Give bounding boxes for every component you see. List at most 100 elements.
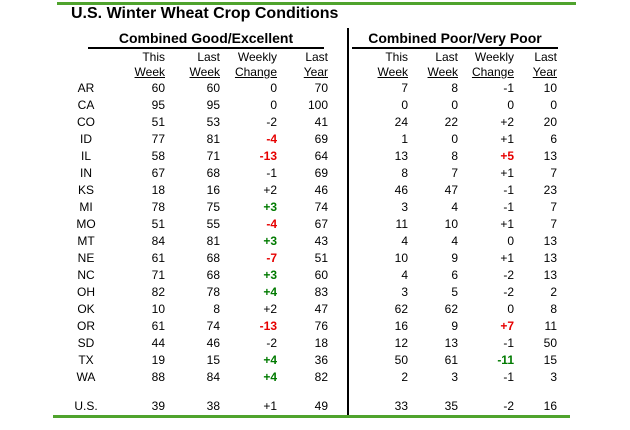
state-label: WA [76,370,96,384]
table-row: CO 51 53 -2 41 24 22 +2 20 [55,114,557,131]
poor-very-poor-last-year: 3 [550,370,557,384]
good-excellent-last-week: 53 [206,115,220,129]
good-excellent-last-week: 84 [206,370,220,384]
good-excellent-last-week: 71 [206,149,220,163]
good-excellent-weekly-change: +1 [263,399,277,413]
good-excellent-last-week: 68 [206,166,220,180]
good-excellent-this-week: 39 [151,399,165,413]
column-gap [328,97,348,114]
good-excellent-last-week: 16 [206,183,220,197]
good-excellent-last-week: 55 [206,217,220,231]
col-header-week: Week [189,65,220,79]
column-gap [328,65,348,80]
state-label: CA [77,98,95,112]
column-gap [328,301,348,318]
table-row: NE 61 68 -7 51 10 9 +1 13 [55,250,557,267]
good-excellent-this-week: 78 [151,200,165,214]
col-header-last: Last [435,50,458,64]
spacer-row [55,386,557,398]
section-header-poor-very-poor: Combined Poor/Very Poor [352,31,558,49]
poor-very-poor-this-week: 11 [395,217,408,231]
column-gap [328,131,348,148]
poor-very-poor-last-year: 23 [543,183,557,197]
spacer-cell [55,386,557,398]
column-gap [328,318,348,335]
poor-very-poor-last-year: 15 [543,353,557,367]
poor-very-poor-last-week: 8 [451,81,458,95]
table-row: MI 78 75 +3 74 3 4 -1 7 [55,199,557,216]
poor-very-poor-last-week: 61 [444,353,458,367]
good-excellent-last-year: 43 [314,234,328,248]
poor-very-poor-last-week: 5 [451,285,458,299]
good-excellent-weekly-change: +2 [263,183,277,197]
state-label: CO [77,115,95,129]
column-header-row-top: This Last Weekly Last This Last Weekly L… [55,50,557,65]
good-excellent-weekly-change: +4 [263,353,277,367]
state-label: KS [77,183,94,197]
table-row: MT 84 81 +3 43 4 4 0 13 [55,233,557,250]
good-excellent-this-week: 44 [151,336,165,350]
poor-very-poor-weekly-change: 0 [507,234,514,248]
column-gap [328,80,348,97]
good-excellent-this-week: 95 [151,98,165,112]
poor-very-poor-last-year: 13 [543,251,557,265]
poor-very-poor-this-week: 3 [401,285,408,299]
good-excellent-last-year: 64 [314,149,328,163]
col-header-week: Week [134,65,165,79]
good-excellent-weekly-change: +4 [263,370,277,384]
column-gap [328,165,348,182]
good-excellent-weekly-change: -13 [259,149,277,163]
poor-very-poor-weekly-change: 0 [507,98,514,112]
good-excellent-this-week: 82 [151,285,165,299]
poor-very-poor-last-week: 9 [451,251,458,265]
table-row: MO 51 55 -4 67 11 10 +1 7 [55,216,557,233]
good-excellent-last-year: 76 [314,319,328,333]
good-excellent-this-week: 51 [151,217,165,231]
poor-very-poor-this-week: 10 [394,251,408,265]
page-title: U.S. Winter Wheat Crop Conditions [71,5,339,22]
col-header-weekly: Weekly [237,50,277,64]
state-label: MI [79,200,93,214]
state-label: IN [80,166,92,180]
good-excellent-last-week: 38 [206,399,220,413]
good-excellent-this-week: 60 [151,81,165,95]
column-gap [328,352,348,369]
state-label: ID [80,132,92,146]
good-excellent-last-year: 46 [314,183,328,197]
poor-very-poor-weekly-change: +1 [500,251,514,265]
table-row: OK 10 8 +2 47 62 62 0 8 [55,301,557,318]
good-excellent-this-week: 84 [151,234,165,248]
poor-very-poor-this-week: 2 [401,370,408,384]
poor-very-poor-last-year: 13 [543,149,557,163]
poor-very-poor-last-week: 4 [451,200,458,214]
poor-very-poor-this-week: 24 [394,115,408,129]
good-excellent-this-week: 61 [151,251,165,265]
state-label: NE [77,251,95,265]
conditions-table: This Last Weekly Last This Last Weekly L… [55,50,557,414]
poor-very-poor-last-week: 4 [451,234,458,248]
good-excellent-last-week: 78 [206,285,220,299]
column-gap [328,335,348,352]
poor-very-poor-last-year: 11 [544,319,557,333]
poor-very-poor-last-year: 10 [543,81,557,95]
good-excellent-last-year: 74 [314,200,328,214]
table-row: AR 60 60 0 70 7 8 -1 10 [55,80,557,97]
poor-very-poor-last-year: 8 [550,302,557,316]
poor-very-poor-this-week: 13 [394,149,408,163]
col-header-this: This [385,50,408,64]
col-header-year: Year [532,65,557,79]
poor-very-poor-weekly-change: +1 [500,217,514,231]
poor-very-poor-last-week: 3 [451,370,458,384]
poor-very-poor-last-year: 0 [550,98,557,112]
poor-very-poor-last-week: 35 [444,399,458,413]
state-label: IL [80,149,91,163]
good-excellent-last-year: 41 [314,115,328,129]
table-row: CA 95 95 0 100 0 0 0 0 [55,97,557,114]
col-header-last: Last [534,50,557,64]
poor-very-poor-last-week: 0 [451,132,458,146]
state-label: OH [77,285,95,299]
poor-very-poor-weekly-change: -2 [503,399,514,413]
poor-very-poor-last-week: 47 [444,183,458,197]
good-excellent-last-week: 68 [206,268,220,282]
